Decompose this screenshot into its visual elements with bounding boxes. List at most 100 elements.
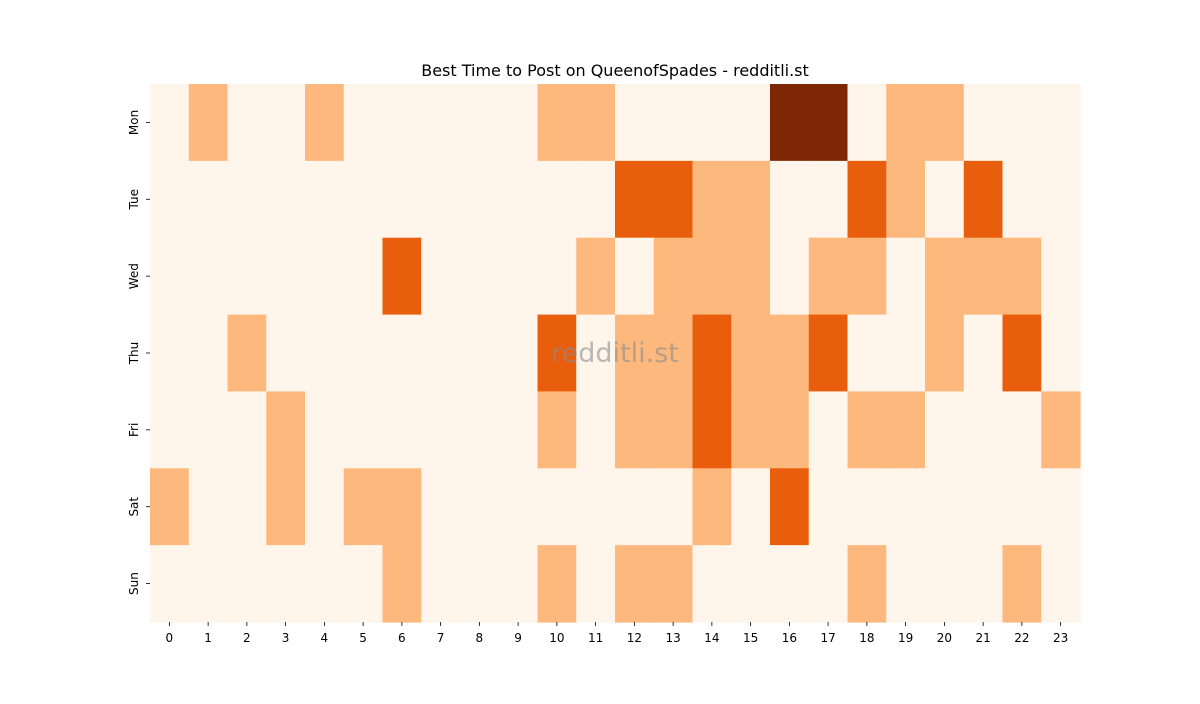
heatmap-cell-wed-15 [731,237,771,316]
heatmap-cell-sun-20 [925,545,965,623]
heatmap-cell-sat-20 [925,468,965,546]
y-tick-label: Thu [127,342,141,366]
heatmap-cell-wed-14 [692,237,732,316]
y-tick-label: Sun [127,572,141,595]
heatmap-cell-fri-13 [653,391,694,469]
heatmap-cell-mon-16 [770,84,810,162]
heatmap-cell-sun-14 [692,545,732,623]
y-tick-label: Sat [127,497,141,517]
heatmap-cell-mon-4 [305,84,345,162]
x-tick-label: 1 [204,631,212,645]
heatmap-cell-tue-12 [615,160,655,239]
heatmap-cell-sun-16 [770,545,810,623]
heatmap-cell-thu-12 [615,314,655,393]
heatmap-cell-sun-1 [188,545,229,623]
heatmap-cell-fri-11 [576,391,616,469]
heatmap-cell-mon-15 [731,84,771,162]
x-tick-label: 16 [782,631,797,645]
heatmap-cell-tue-18 [847,160,887,239]
heatmap-cell-wed-19 [886,237,926,316]
heatmap-cell-tue-4 [305,160,345,239]
heatmap-cell-sat-2 [227,468,267,546]
x-tick-label: 10 [549,631,564,645]
heatmap-cells [150,84,1081,623]
heatmap-cell-wed-3 [266,237,306,316]
heatmap-cell-thu-20 [925,314,965,393]
heatmap-cell-thu-2 [227,314,267,393]
heatmap-cell-wed-9 [498,237,539,316]
heatmap-cell-mon-5 [343,84,384,162]
heatmap-cell-tue-1 [188,160,229,239]
heatmap-cell-tue-13 [653,160,694,239]
heatmap-cell-sun-2 [227,545,267,623]
heatmap-cell-wed-8 [460,237,500,316]
heatmap-cell-sun-23 [1041,545,1081,623]
heatmap-cell-sat-6 [382,468,422,546]
heatmap-cell-thu-19 [886,314,926,393]
heatmap-cell-wed-1 [188,237,229,316]
heatmap-cell-wed-0 [150,237,190,316]
x-tick-label: 4 [321,631,329,645]
heatmap-cell-sun-8 [460,545,500,623]
heatmap-cell-tue-3 [266,160,306,239]
heatmap-cell-fri-7 [421,391,461,469]
heatmap-cell-mon-8 [460,84,500,162]
heatmap-cell-mon-13 [653,84,694,162]
heatmap-cell-fri-3 [266,391,306,469]
heatmap-cell-thu-16 [770,314,810,393]
x-tick-label: 5 [359,631,367,645]
heatmap-cell-mon-17 [808,84,849,162]
heatmap-cell-tue-19 [886,160,926,239]
heatmap-cell-wed-4 [305,237,345,316]
heatmap-cell-sun-15 [731,545,771,623]
heatmap-cell-wed-18 [847,237,887,316]
heatmap-cell-mon-20 [925,84,965,162]
heatmap-cell-mon-18 [847,84,887,162]
heatmap-cell-mon-23 [1041,84,1081,162]
heatmap-cell-sat-7 [421,468,461,546]
heatmap-cell-wed-5 [343,237,384,316]
heatmap-cell-tue-21 [963,160,1004,239]
heatmap-cell-fri-8 [460,391,500,469]
heatmap-cell-tue-17 [808,160,849,239]
heatmap-cell-tue-15 [731,160,771,239]
heatmap-cell-fri-21 [963,391,1004,469]
y-tick-label: Fri [127,423,141,437]
x-tick-label: 23 [1053,631,1068,645]
y-tick-label: Wed [127,263,141,289]
heatmap-cell-mon-7 [421,84,461,162]
heatmap-cell-sat-23 [1041,468,1081,546]
heatmap-cell-sat-15 [731,468,771,546]
heatmap-cell-wed-6 [382,237,422,316]
heatmap-cell-wed-7 [421,237,461,316]
heatmap-cell-tue-23 [1041,160,1081,239]
x-tick-label: 17 [820,631,835,645]
x-tick-label: 8 [476,631,484,645]
heatmap-cell-mon-9 [498,84,539,162]
x-tick-label: 20 [937,631,952,645]
heatmap-cell-thu-4 [305,314,345,393]
heatmap-cell-sat-12 [615,468,655,546]
heatmap-cell-tue-9 [498,160,539,239]
heatmap-cell-sat-3 [266,468,306,546]
heatmap-cell-mon-14 [692,84,732,162]
heatmap-cell-wed-2 [227,237,267,316]
heatmap-cell-mon-11 [576,84,616,162]
heatmap-cell-fri-0 [150,391,190,469]
x-tick-label: 14 [704,631,719,645]
heatmap-cell-thu-9 [498,314,539,393]
x-tick-label: 11 [588,631,603,645]
heatmap-cell-sat-18 [847,468,887,546]
heatmap-cell-fri-4 [305,391,345,469]
heatmap-cell-thu-10 [537,314,577,393]
heatmap-cell-tue-2 [227,160,267,239]
heatmap-cell-fri-22 [1002,391,1042,469]
heatmap-cell-tue-10 [537,160,577,239]
heatmap-cell-thu-8 [460,314,500,393]
heatmap-cell-fri-19 [886,391,926,469]
heatmap-cell-thu-18 [847,314,887,393]
heatmap-cell-fri-23 [1041,391,1081,469]
x-tick-label: 7 [437,631,445,645]
heatmap-cell-sun-4 [305,545,345,623]
